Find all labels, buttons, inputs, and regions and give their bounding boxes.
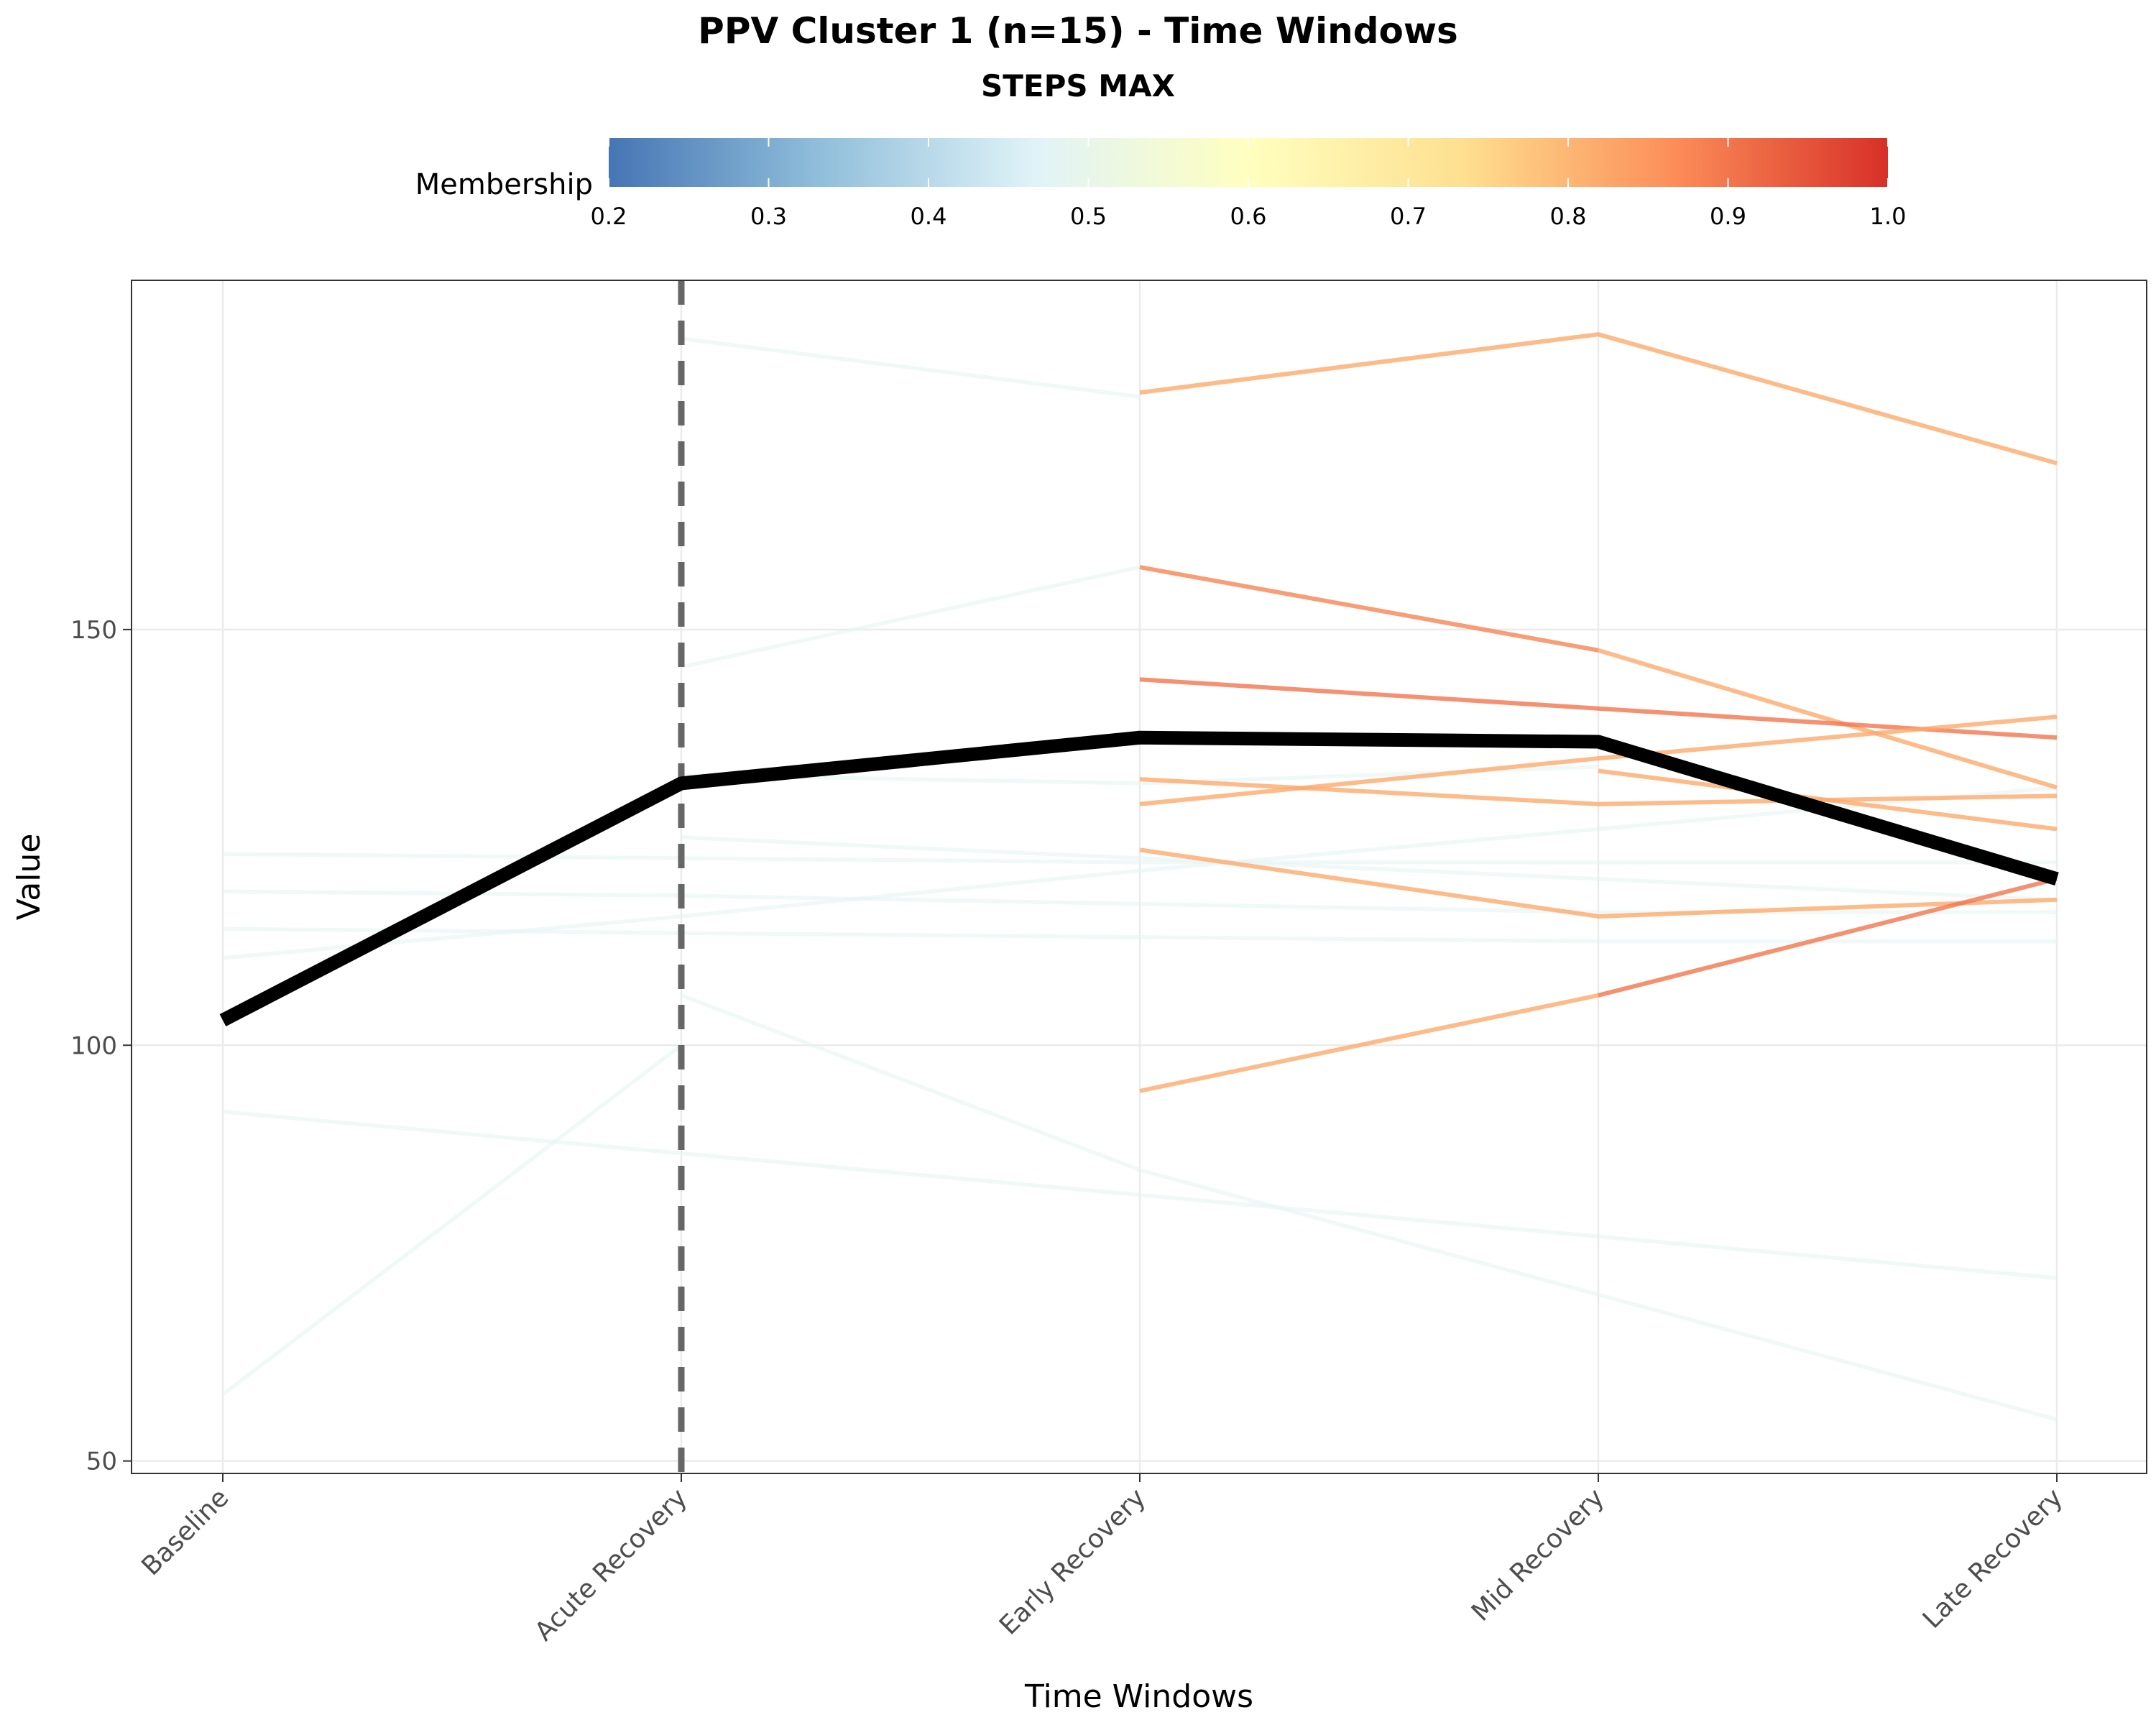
colorbar-tick-label: 0.4 — [911, 203, 947, 230]
series-line — [1139, 993, 1599, 1093]
series-line — [681, 835, 2058, 902]
colorbar-tick-label: 0.2 — [591, 203, 627, 230]
colorbar-tick-label: 0.8 — [1550, 203, 1587, 230]
series-line — [681, 993, 2058, 1422]
series-line — [1139, 847, 2058, 919]
y-tick-label: 100 — [70, 1031, 117, 1060]
colorbar-tick-label: 0.3 — [750, 203, 787, 230]
series-line — [681, 565, 1141, 669]
series-line — [222, 785, 2058, 960]
x-tick-label: Early Recovery — [994, 1483, 1151, 1640]
series-line — [222, 1110, 2058, 1280]
series-line — [1598, 876, 2058, 998]
chart-subtitle: STEPS MAX — [981, 68, 1175, 104]
centroid-line — [219, 730, 2059, 1026]
series-line — [1139, 332, 2058, 466]
series-line — [1139, 677, 2058, 740]
y-tick-label: 50 — [86, 1448, 117, 1476]
series-line — [221, 1044, 683, 1397]
x-tick-label: Late Recovery — [1917, 1483, 2069, 1634]
colorbar-tick-label: 0.9 — [1710, 203, 1746, 230]
plot-panel: 50 100 150 Baseline Acute Recovery Early Reco… — [70, 280, 2147, 1647]
series-line — [1139, 565, 1599, 653]
colorbar-tick-label: 0.7 — [1390, 203, 1427, 230]
x-tick-label: Mid Recovery — [1466, 1483, 1610, 1627]
series-line — [1139, 777, 2058, 806]
colorbar-tick-label: 0.5 — [1070, 203, 1107, 230]
colorbar: Membership 0.2 0.3 0.4 0.5 0.6 0.7 0.8 0.9 1.0 — [415, 138, 1907, 230]
series-line — [1598, 648, 2058, 790]
x-tick-label: Acute Recovery — [530, 1483, 694, 1647]
y-tick-label: 150 — [70, 616, 117, 645]
colorbar-tick-label: 0.6 — [1230, 203, 1267, 230]
y-axis-title: Value — [11, 834, 47, 921]
chart-title: PPV Cluster 1 (n=15) - Time Windows — [698, 10, 1458, 52]
x-axis-title: Time Windows — [1024, 1678, 1253, 1715]
colorbar-tick-label: 1.0 — [1870, 203, 1907, 230]
series-line — [1598, 768, 2058, 832]
series-line — [681, 336, 1141, 399]
x-tick-label: Baseline — [136, 1483, 234, 1581]
colorbar-title: Membership — [415, 168, 593, 201]
